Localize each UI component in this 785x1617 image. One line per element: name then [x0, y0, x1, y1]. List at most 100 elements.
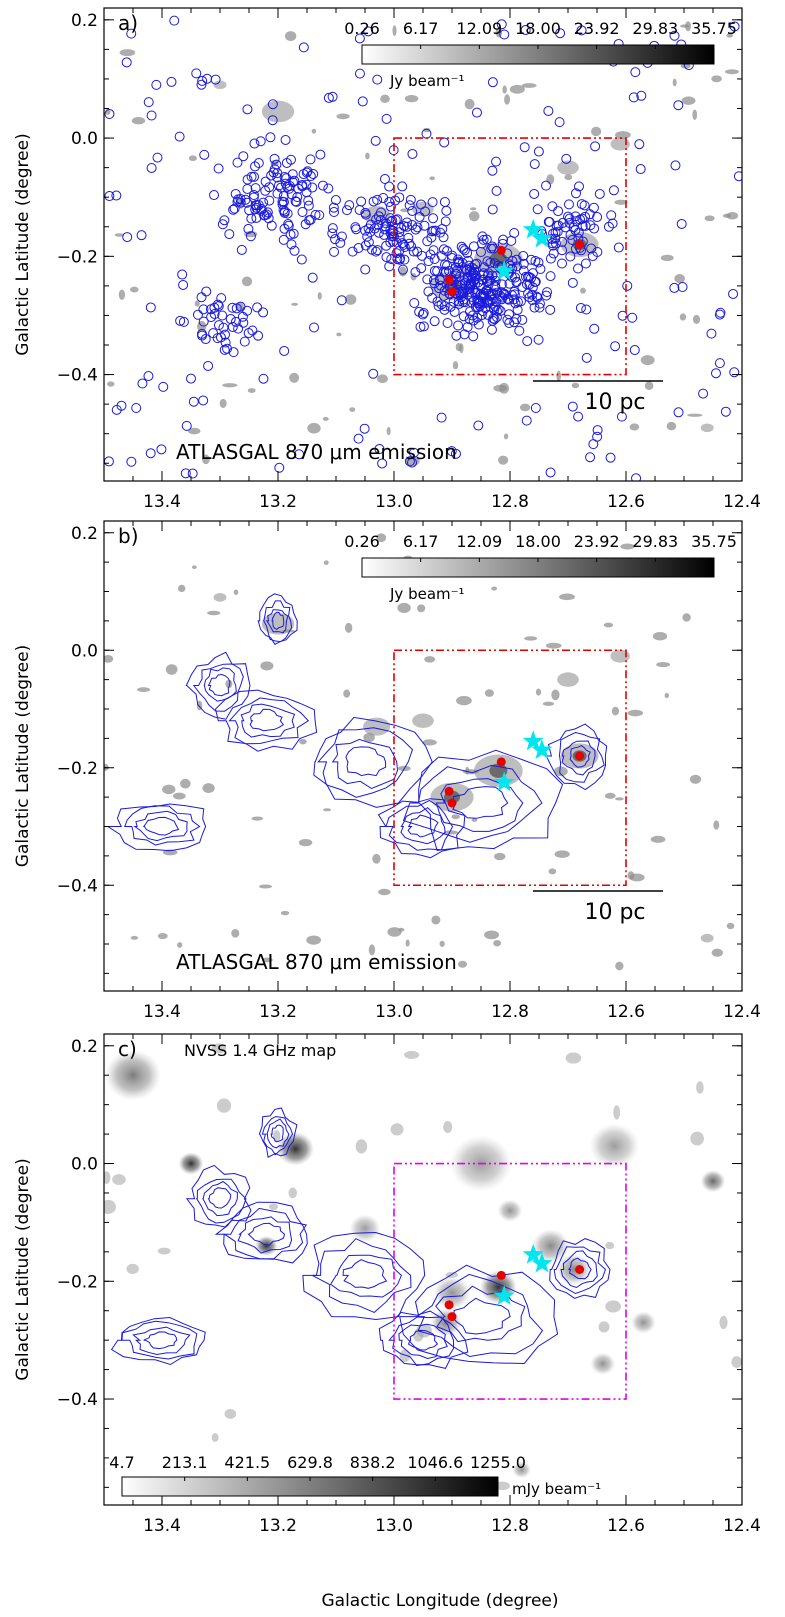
- emission-speck: [603, 622, 614, 628]
- yso-circle: [478, 268, 489, 279]
- yso-circle: [527, 268, 538, 279]
- yso-circle: [487, 241, 498, 252]
- radio-speck: [598, 1321, 610, 1333]
- yso-circle: [512, 304, 523, 315]
- yso-circle: [212, 299, 223, 310]
- emission-speck: [431, 915, 441, 925]
- emission-speck: [711, 948, 723, 957]
- yso-circle: [298, 42, 309, 53]
- radio-speck: [443, 1120, 453, 1134]
- radio-source: [589, 1123, 640, 1169]
- emission-speck: [681, 96, 696, 105]
- emission-speck: [650, 835, 666, 843]
- emission-speck: [687, 413, 703, 417]
- yso-circle: [253, 330, 264, 341]
- yso-circle: [230, 316, 241, 327]
- yso-circle: [258, 307, 269, 318]
- yso-circle: [439, 137, 450, 148]
- scale-bar-label: 10 pc: [584, 390, 645, 415]
- emission-speck: [130, 935, 139, 940]
- yso-circle: [256, 205, 267, 216]
- yso-circle: [529, 188, 540, 199]
- y-tick-label: 0.0: [71, 129, 98, 149]
- radio-speck: [355, 1139, 368, 1154]
- yso-circle: [258, 197, 269, 208]
- yso-circle: [410, 267, 421, 278]
- colorbar-tick-label: 18.00: [515, 532, 561, 551]
- contour: [342, 1259, 388, 1289]
- emission-speck: [398, 927, 405, 932]
- emission-speck: [443, 830, 459, 835]
- radio-speck: [104, 1199, 116, 1214]
- yso-circle: [360, 207, 371, 218]
- yso-circle: [527, 289, 538, 300]
- emission-speck: [580, 287, 586, 294]
- emission-clump: [213, 80, 227, 90]
- yso-circle: [432, 296, 443, 307]
- yso-circle: [588, 202, 599, 213]
- yso-circle: [197, 330, 208, 341]
- emission-speck: [251, 816, 264, 821]
- emission-speck: [173, 792, 186, 800]
- contour: [312, 1238, 412, 1313]
- yso-circle: [414, 306, 425, 317]
- y-axis-title: Galactic Latitude (degree): [13, 645, 33, 867]
- yso-circle: [380, 221, 391, 232]
- yso-circle: [594, 188, 605, 199]
- emission-speck: [664, 692, 669, 699]
- emission-speck: [376, 533, 387, 543]
- red-dot-marker: [496, 245, 506, 255]
- cyan-star-marker: [531, 227, 553, 248]
- yso-circle: [301, 179, 312, 190]
- yso-circle: [217, 310, 228, 321]
- yso-circle: [166, 76, 177, 87]
- emission-speck: [502, 85, 507, 94]
- emission-clump: [557, 160, 579, 175]
- colorbar-tick-label: 35.75: [691, 532, 737, 551]
- yso-circle: [452, 279, 463, 290]
- yso-circle: [468, 268, 479, 279]
- cyan-star-marker: [522, 218, 544, 239]
- emission-speck: [107, 381, 115, 387]
- yso-circle: [475, 289, 486, 300]
- yso-circle: [292, 192, 303, 203]
- yso-circle: [468, 331, 479, 342]
- yso-circle: [307, 272, 318, 283]
- emission-speck: [471, 818, 478, 822]
- yso-circle: [384, 261, 395, 272]
- yso-circle: [616, 411, 627, 422]
- yso-circle: [607, 218, 618, 229]
- yso-circle: [550, 233, 561, 244]
- yso-circle: [198, 304, 209, 315]
- yso-circle: [302, 166, 313, 177]
- yso-circle: [435, 280, 446, 291]
- yso-circle: [224, 229, 235, 240]
- emission-clump: [261, 100, 295, 123]
- yso-circle: [111, 404, 122, 415]
- yso-circle: [670, 160, 681, 171]
- yso-circle: [561, 153, 572, 164]
- emission-speck: [368, 944, 376, 956]
- yso-circle: [729, 367, 740, 378]
- yso-circle: [233, 323, 244, 334]
- yso-circle: [391, 248, 402, 259]
- emission-speck: [548, 868, 557, 875]
- emission-speck: [289, 372, 300, 383]
- yso-circle: [242, 305, 253, 316]
- emission-speck: [674, 273, 685, 284]
- yso-circle: [580, 211, 591, 222]
- emission-speck: [207, 610, 221, 616]
- yso-circle: [288, 228, 299, 239]
- yso-circle: [605, 452, 616, 463]
- x-tick-label: 12.6: [607, 492, 645, 512]
- contour: [549, 1238, 611, 1299]
- yso-circle: [461, 264, 472, 275]
- emission-speck: [323, 560, 329, 565]
- emission-speck: [378, 888, 391, 896]
- emission-speck: [177, 584, 186, 593]
- yso-circle: [409, 298, 420, 309]
- colorbar-tick-label: 23.92: [574, 532, 620, 551]
- yso-circle: [676, 218, 687, 229]
- emission-speck: [233, 589, 239, 595]
